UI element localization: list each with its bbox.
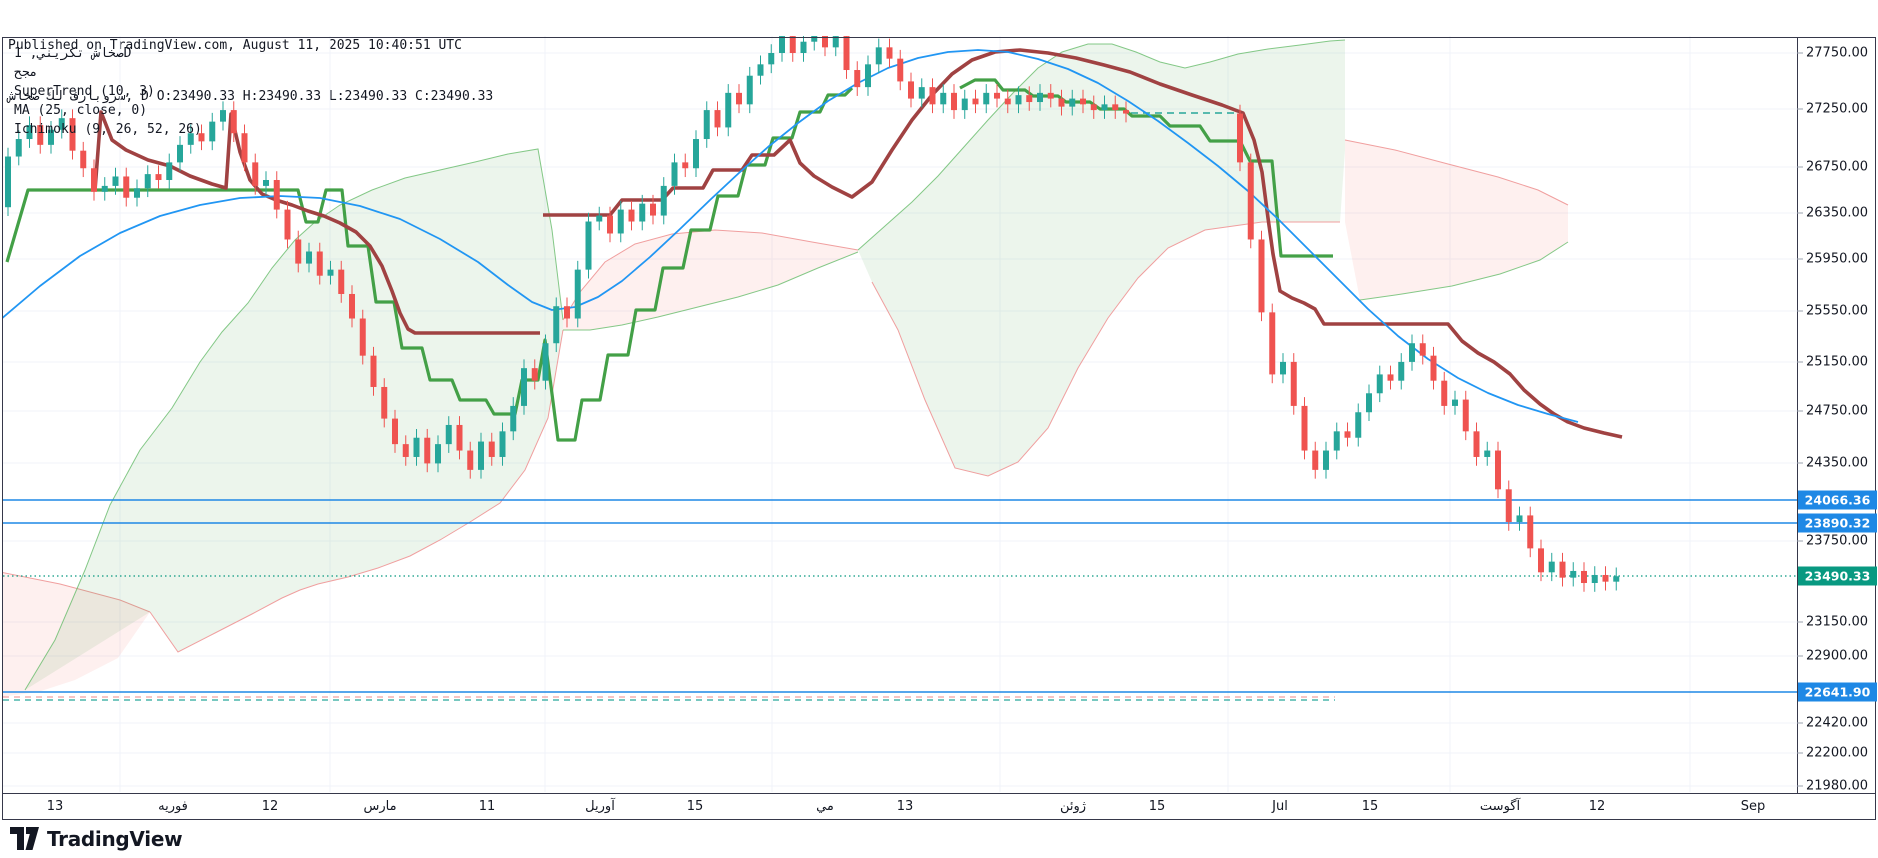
- price-badge: 22641.90: [1798, 682, 1877, 702]
- legend-symbol-interval[interactable]: صخاش تكريني, 1D: [14, 46, 132, 61]
- time-tick-label: 13: [46, 799, 64, 814]
- price-tick-label: 22900.00: [1806, 648, 1869, 664]
- price-tick-label: 23750.00: [1806, 533, 1869, 549]
- time-tick-label: 12: [261, 799, 279, 814]
- time-tick-label: ژوئن: [1059, 799, 1087, 814]
- time-tick-label: آوريل: [585, 799, 615, 814]
- indicator-legend: صخاش تكريني, 1D مجح SuperTrend (10, 3) M…: [14, 44, 202, 139]
- price-tick-label: 25950.00: [1806, 251, 1869, 267]
- time-tick-label: 15: [1148, 799, 1166, 814]
- legend-ichimoku[interactable]: Ichimoku (9, 26, 52, 26): [14, 122, 202, 137]
- time-tick-label: آگوست: [1479, 799, 1521, 814]
- price-tick-label: 22420.00: [1806, 715, 1869, 731]
- price-tick-label: 27750.00: [1806, 45, 1869, 61]
- price-tick-label: 21980.00: [1806, 778, 1869, 794]
- time-tick-label: مي: [816, 799, 834, 814]
- legend-ma[interactable]: MA (25, close, 0): [14, 103, 148, 118]
- time-tick-label: 15: [1361, 799, 1379, 814]
- time-tick-label: 11: [478, 799, 496, 814]
- time-tick-label: Jul: [1272, 799, 1288, 814]
- tradingview-logo-text: TradingView: [47, 827, 183, 851]
- price-tick-label: 25550.00: [1806, 303, 1869, 319]
- price-tick-label: 25150.00: [1806, 354, 1869, 370]
- price-tick-label: 26350.00: [1806, 205, 1869, 221]
- tradingview-logo[interactable]: TradingView: [10, 827, 183, 851]
- time-tick-label: 12: [1588, 799, 1606, 814]
- price-badge: 23490.33: [1798, 566, 1877, 586]
- candlestick-series: [5, 36, 1620, 592]
- ichimoku-cloud: [3, 39, 1569, 697]
- plot-area[interactable]: [0, 22, 1797, 792]
- time-tick-label: فوريه: [158, 799, 188, 814]
- ma-line: [3, 49, 1579, 423]
- price-tick-label: 23150.00: [1806, 614, 1869, 630]
- price-tick-label: 26750.00: [1806, 159, 1869, 175]
- symbol-ohlc-line: سروبارف لك صخاش, D O:23490.33 H:23490.33…: [8, 89, 494, 104]
- price-tick-label: 24350.00: [1806, 455, 1869, 471]
- time-tick-label: 13: [896, 799, 914, 814]
- price-tick-label: 22200.00: [1806, 745, 1869, 761]
- price-badge: 24066.36: [1798, 490, 1877, 510]
- price-tick-label: 27250.00: [1806, 101, 1869, 117]
- legend-volume[interactable]: مجح: [14, 65, 38, 80]
- chart-frame: [2, 37, 1876, 820]
- price-tick-label: 24750.00: [1806, 403, 1869, 419]
- price-badge: 23890.32: [1798, 513, 1877, 533]
- time-tick-label: Sep: [1740, 799, 1766, 814]
- time-tick-label: مارس: [363, 799, 397, 814]
- chikou-line: [5, 78, 1333, 442]
- publish-header: Published on TradingView.com, August 11,…: [8, 3, 493, 139]
- tradingview-logo-icon: [10, 827, 39, 850]
- legend-supertrend[interactable]: SuperTrend (10, 3): [14, 84, 155, 99]
- time-tick-label: 15: [686, 799, 704, 814]
- publish-timestamp: Published on TradingView.com, August 11,…: [8, 38, 462, 53]
